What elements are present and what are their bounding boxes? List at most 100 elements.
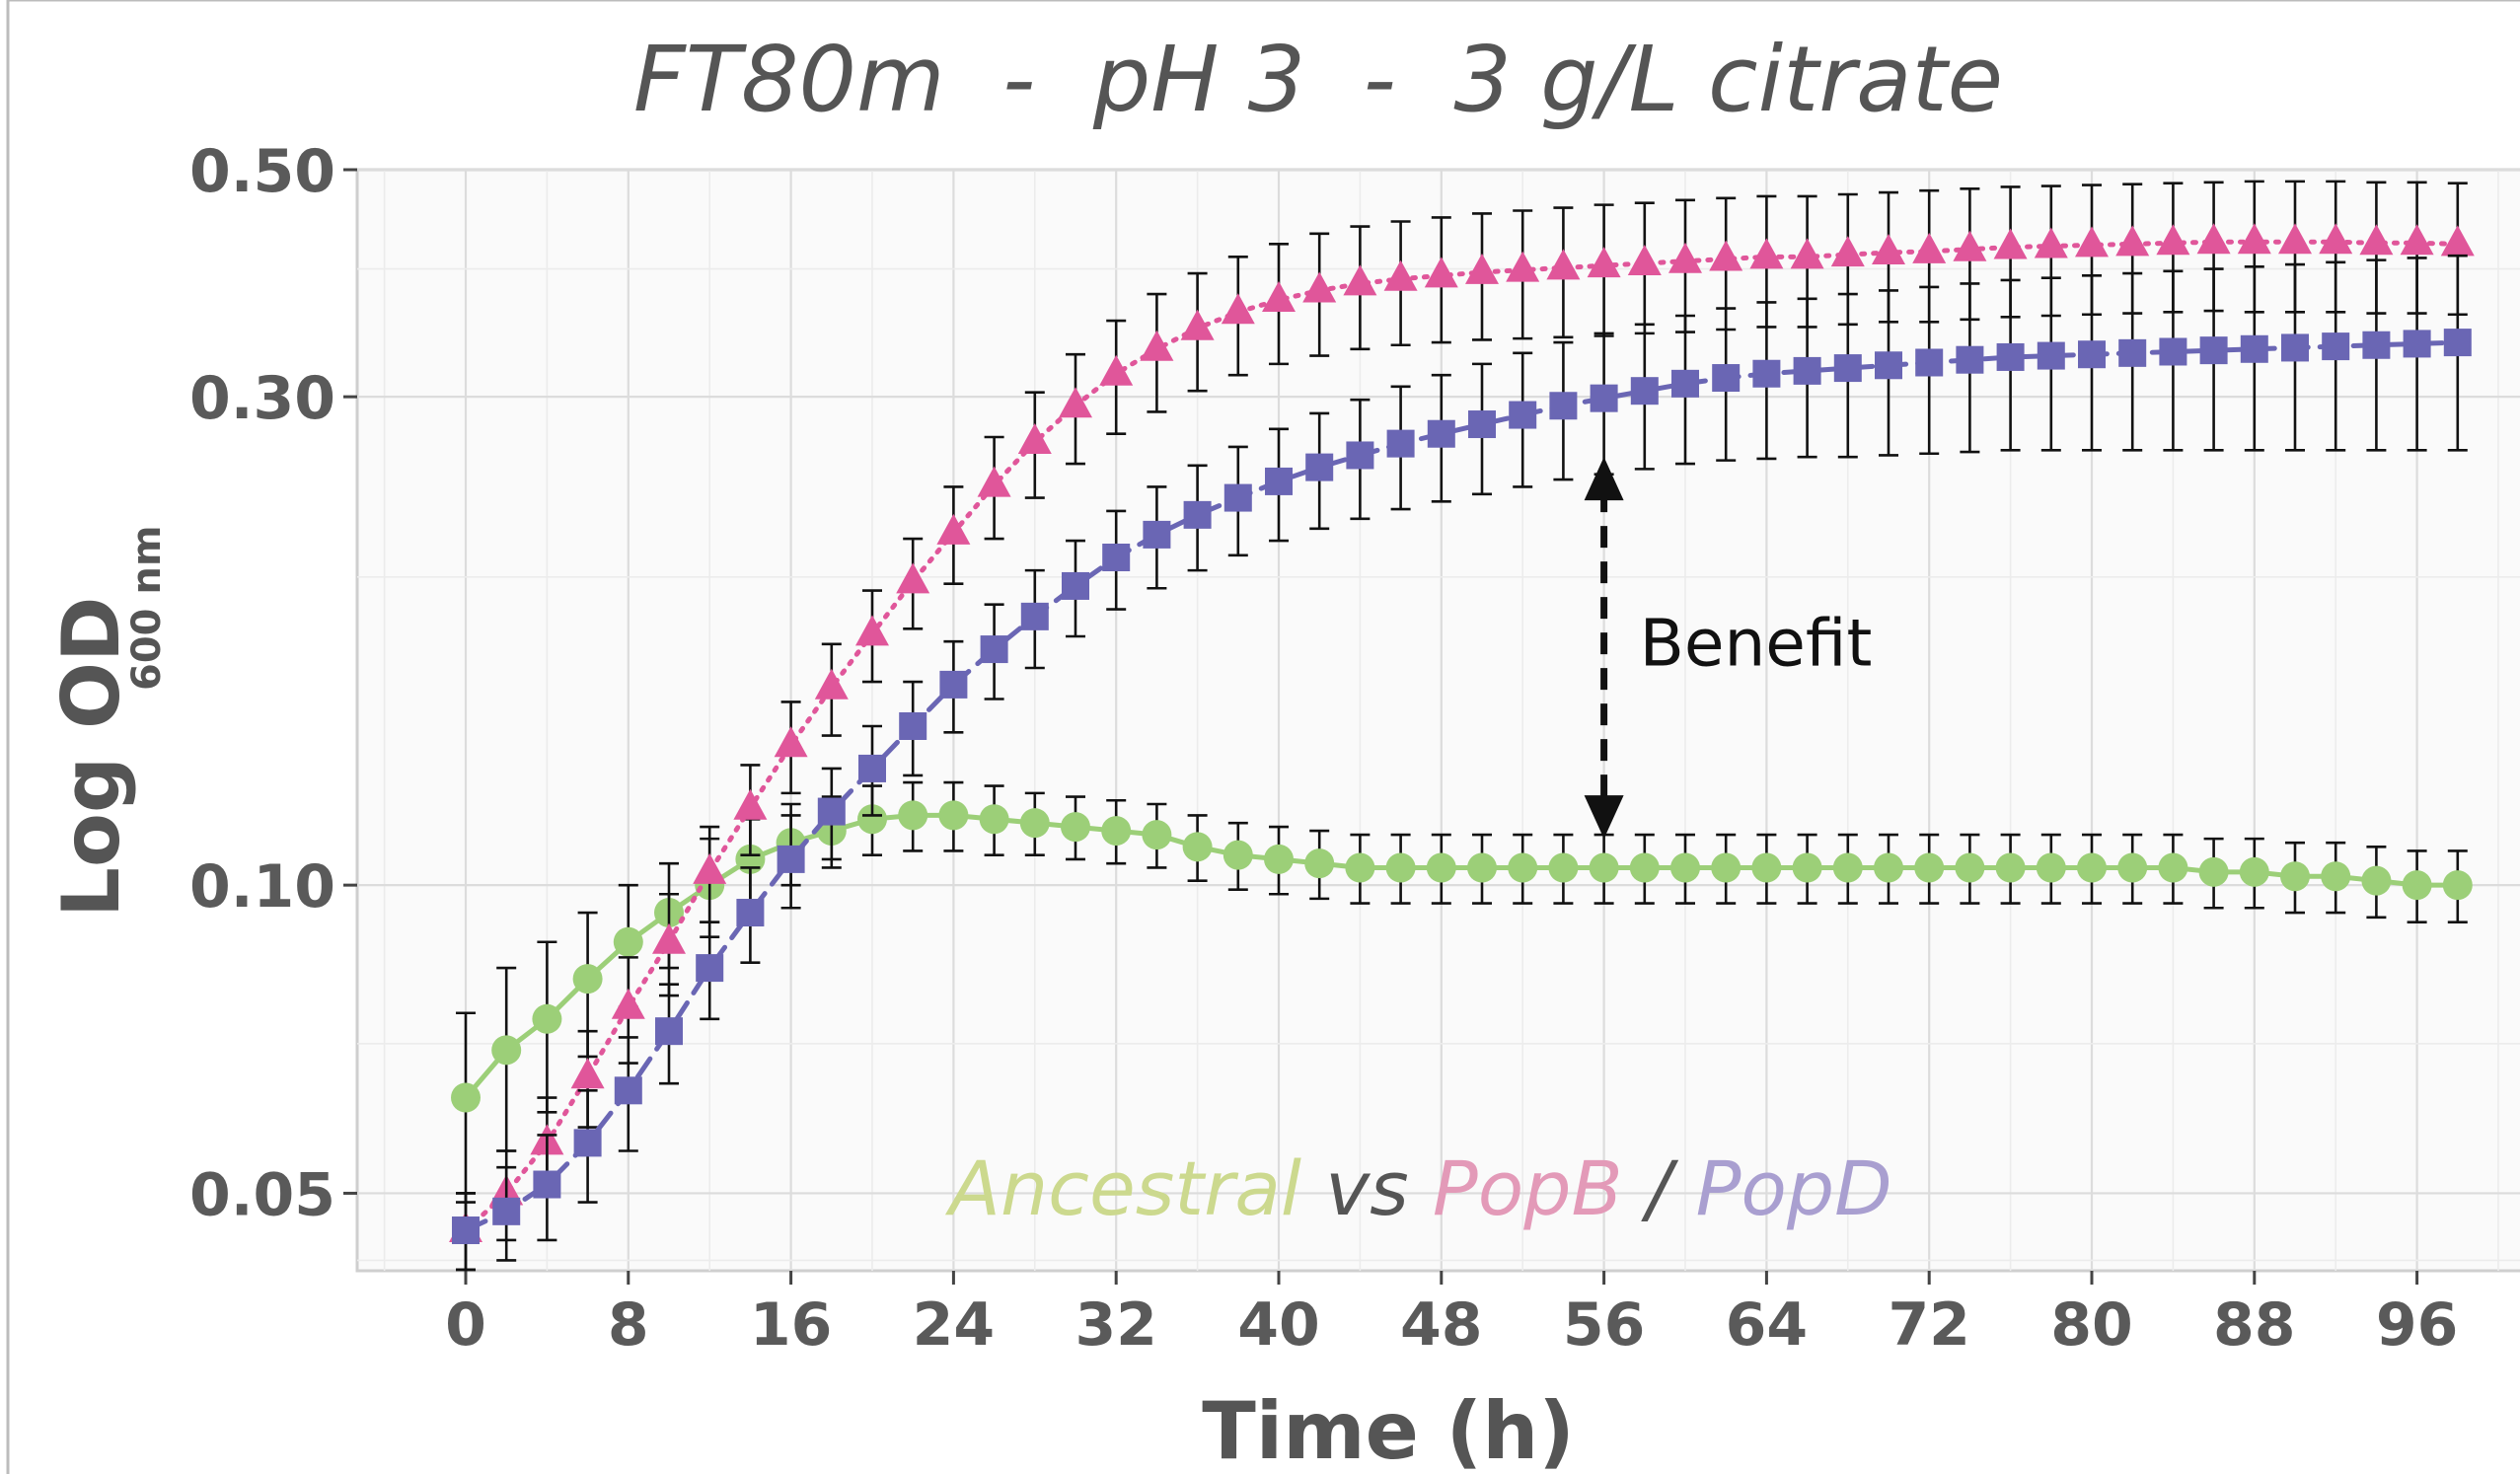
data-point-ancestral — [2077, 852, 2107, 883]
data-point-popb — [1668, 242, 1702, 273]
data-point-popb — [2440, 225, 2475, 257]
data-point-ancestral — [2198, 856, 2229, 887]
data-point-ancestral — [1223, 840, 1253, 870]
data-point-popb — [1343, 264, 1377, 296]
data-point-popb — [2075, 226, 2109, 258]
data-point-popb — [1912, 232, 1947, 263]
x-tick-label: 56 — [1563, 1290, 1646, 1360]
data-point-popd — [1833, 354, 1862, 383]
x-tick-label: 72 — [1888, 1290, 1970, 1360]
y-axis-label-main: Log OD — [45, 597, 137, 918]
data-point-ancestral — [979, 804, 1009, 835]
legend-caption: Ancestral vs PopB / PopD — [944, 1144, 1892, 1232]
data-point-popd — [1590, 384, 1618, 412]
data-point-popb — [936, 513, 971, 545]
data-point-popb — [570, 1058, 605, 1089]
data-point-popb — [1059, 387, 1092, 418]
x-tick-label: 88 — [2213, 1290, 2296, 1360]
data-point-ancestral — [2036, 852, 2066, 883]
y-axis-label-subscript: 600 nm — [124, 525, 170, 691]
data-point-popd — [452, 1216, 480, 1245]
data-point-popb — [1790, 238, 1824, 269]
data-point-ancestral — [1751, 852, 1782, 883]
data-point-popd — [492, 1197, 521, 1225]
data-point-popb — [1709, 240, 1743, 271]
data-point-popd — [2078, 340, 2106, 369]
data-point-popd — [2403, 330, 2431, 358]
series-popb — [449, 180, 2475, 1272]
caption-part-3: / — [1623, 1144, 1696, 1232]
data-point-popd — [655, 1017, 683, 1046]
data-point-popb — [977, 466, 1011, 497]
data-point-ancestral — [898, 800, 928, 831]
data-point-popb — [1830, 236, 1865, 267]
data-point-ancestral — [2117, 852, 2148, 883]
x-tick-label: 8 — [608, 1290, 649, 1360]
data-point-ancestral — [1711, 852, 1742, 883]
data-point-popd — [2037, 341, 2065, 370]
data-point-popd — [2159, 337, 2187, 366]
data-point-ancestral — [491, 1035, 522, 1066]
data-point-popd — [1102, 544, 1131, 572]
data-point-popb — [814, 668, 849, 700]
benefit-arrow-head-up — [1584, 457, 1624, 501]
data-point-popd — [573, 1129, 602, 1157]
data-point-popb — [1017, 422, 1052, 454]
data-point-ancestral — [1061, 812, 1090, 843]
data-point-popb — [1546, 249, 1581, 280]
data-point-popb — [2319, 223, 2353, 255]
benefit-annotation: Benefit — [1584, 457, 1872, 840]
data-point-ancestral — [1792, 852, 1822, 883]
data-point-ancestral — [1874, 852, 1903, 883]
data-point-ancestral — [1142, 820, 1172, 850]
data-point-popb — [1506, 251, 1540, 282]
data-point-popd — [696, 954, 724, 983]
data-point-popb — [1587, 247, 1621, 278]
data-point-popb — [2278, 223, 2312, 255]
data-point-popd — [1752, 359, 1781, 388]
x-tick-label: 80 — [2050, 1290, 2133, 1360]
data-point-popd — [1996, 342, 2025, 371]
data-point-popd — [1223, 483, 1252, 512]
x-tick-label: 48 — [1400, 1290, 1483, 1360]
data-point-popd — [817, 797, 846, 826]
data-point-popb — [1953, 230, 1987, 261]
data-point-popb — [2237, 223, 2271, 255]
y-tick-label: 0.30 — [189, 364, 335, 433]
data-point-ancestral — [1995, 852, 2026, 883]
data-point-popd — [2118, 338, 2147, 367]
data-point-popd — [1793, 356, 1821, 385]
data-point-popd — [2362, 331, 2391, 359]
data-point-popb — [1993, 228, 2028, 259]
x-tick-label: 32 — [1075, 1290, 1157, 1360]
x-tick-label: 0 — [445, 1290, 486, 1360]
data-point-popb — [1424, 257, 1458, 288]
data-point-popd — [2281, 333, 2309, 362]
plot-panel — [355, 168, 2520, 1273]
data-point-popb — [2400, 224, 2434, 256]
data-point-popd — [939, 670, 968, 699]
y-axis-label: Log OD 600 nm — [45, 525, 170, 918]
data-point-ancestral — [1914, 852, 1945, 883]
data-point-ancestral — [2321, 861, 2351, 892]
data-point-ancestral — [1019, 808, 1050, 839]
data-point-ancestral — [1832, 852, 1863, 883]
data-point-ancestral — [1182, 832, 1213, 862]
data-point-popb — [693, 852, 727, 884]
data-point-popb — [896, 562, 930, 594]
x-tick-label: 16 — [750, 1290, 833, 1360]
data-point-ancestral — [572, 964, 603, 995]
data-point-ancestral — [1670, 852, 1700, 883]
data-point-ancestral — [857, 804, 887, 835]
data-point-popb — [1627, 244, 1662, 275]
data-point-ancestral — [1385, 852, 1416, 883]
data-point-popb — [1099, 354, 1134, 386]
data-point-ancestral — [613, 926, 643, 957]
data-point-popb — [1749, 238, 1784, 269]
data-point-popd — [1143, 520, 1171, 549]
data-point-popd — [1915, 348, 1944, 377]
data-point-popb — [1383, 259, 1418, 291]
data-point-popd — [980, 635, 1008, 664]
caption-part-2: PopB — [1433, 1144, 1623, 1232]
